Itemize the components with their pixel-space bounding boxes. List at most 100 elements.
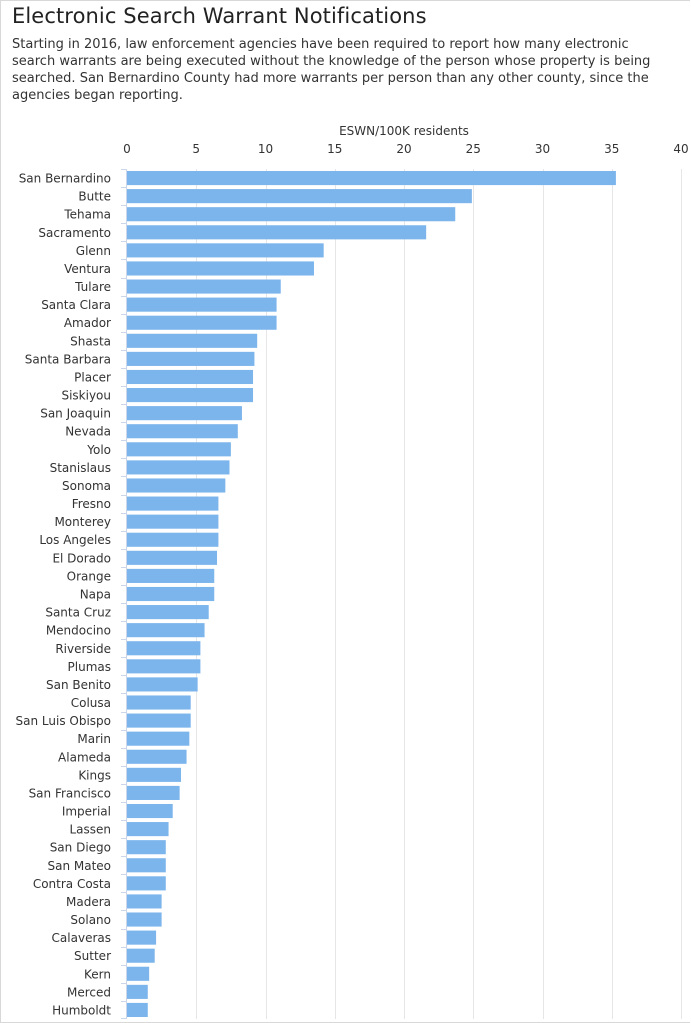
bar <box>127 695 191 710</box>
category-label: Imperial <box>62 805 111 819</box>
bar <box>127 731 190 746</box>
bar <box>127 568 215 583</box>
category-label: Fresno <box>72 497 111 511</box>
category-label: San Mateo <box>47 859 111 873</box>
bar <box>127 948 155 963</box>
bar <box>127 623 205 638</box>
category-label: Madera <box>66 895 111 909</box>
category-label: San Bernardino <box>19 172 111 186</box>
bar <box>127 749 187 764</box>
category-label: Santa Clara <box>41 298 111 312</box>
bar <box>127 876 166 891</box>
category-label: Orange <box>67 569 111 583</box>
category-label: Sacramento <box>38 226 111 240</box>
x-tick-label: 0 <box>123 142 131 156</box>
x-tick-label: 10 <box>258 142 273 156</box>
x-tick-label: 25 <box>466 142 481 156</box>
x-tick-label: 20 <box>396 142 411 156</box>
bar <box>127 677 198 692</box>
bar <box>127 514 219 529</box>
bar <box>127 315 277 330</box>
category-label: Tehama <box>63 208 111 222</box>
category-label: Solano <box>70 913 111 927</box>
category-label: Marin <box>77 732 111 746</box>
category-label: Placer <box>74 370 111 384</box>
bar <box>127 424 238 439</box>
bar <box>127 261 314 276</box>
category-label: Sutter <box>74 949 111 963</box>
x-tick-label: 40 <box>673 142 688 156</box>
category-label: Mendocino <box>46 624 111 638</box>
bar <box>127 207 456 222</box>
x-tick-label: 35 <box>604 142 619 156</box>
category-label: Nevada <box>65 425 111 439</box>
category-label: Amador <box>64 316 111 330</box>
bar <box>127 912 162 927</box>
category-label: Humboldt <box>52 1003 111 1017</box>
category-label: Santa Barbara <box>25 352 111 366</box>
bar <box>127 803 173 819</box>
bar <box>127 170 616 186</box>
category-label: Los Angeles <box>39 533 111 547</box>
bar <box>127 225 427 240</box>
bar <box>127 189 472 204</box>
bar <box>127 894 162 909</box>
bar <box>127 460 230 475</box>
bar <box>127 767 182 782</box>
bar <box>127 822 169 837</box>
x-tick-label: 15 <box>327 142 342 156</box>
category-label: Colusa <box>71 696 111 710</box>
bar <box>127 478 226 493</box>
x-tick-label: 5 <box>192 142 200 156</box>
bar <box>127 840 166 855</box>
category-label: San Benito <box>46 678 111 692</box>
bar <box>127 550 218 565</box>
bar <box>127 586 215 602</box>
bar <box>127 641 201 656</box>
bar <box>127 333 258 348</box>
x-axis-title: ESWN/100K residents <box>339 124 469 138</box>
category-label: Siskiyou <box>61 389 111 403</box>
category-label: Riverside <box>55 642 111 656</box>
bar <box>127 243 324 258</box>
bar <box>127 984 148 999</box>
bar <box>127 713 191 728</box>
category-label: Sonoma <box>62 479 111 493</box>
bar <box>127 496 219 511</box>
category-label: Kings <box>78 768 111 782</box>
chart-subtitle: Starting in 2016, law enforcement agenci… <box>12 37 651 103</box>
category-label: San Luis Obispo <box>16 714 111 728</box>
bar <box>127 659 201 674</box>
bar <box>127 369 254 385</box>
category-label: Stanislaus <box>50 461 111 475</box>
category-label: Tulare <box>74 280 111 294</box>
bar <box>127 605 209 620</box>
bar <box>127 351 255 366</box>
x-tick-label: 30 <box>535 142 550 156</box>
category-label: Contra Costa <box>33 877 111 891</box>
category-label: San Diego <box>50 841 111 855</box>
bar <box>127 930 157 945</box>
category-label: Napa <box>80 588 111 602</box>
bar <box>127 966 150 981</box>
chart-title: Electronic Search Warrant Notifications <box>12 4 427 28</box>
category-label: San Francisco <box>29 786 111 800</box>
category-label: Shasta <box>70 334 111 348</box>
category-label: Yolo <box>86 443 111 457</box>
category-label: Butte <box>78 190 111 204</box>
category-label: Lassen <box>69 823 111 837</box>
category-label: Plumas <box>68 660 111 674</box>
category-label: Glenn <box>76 244 111 258</box>
bar <box>127 406 242 421</box>
category-label: Ventura <box>64 262 111 276</box>
bar <box>127 532 219 547</box>
bar <box>127 279 281 294</box>
category-label: Kern <box>84 967 111 981</box>
category-label: Monterey <box>54 515 111 529</box>
bar <box>127 388 254 403</box>
bar <box>127 442 231 457</box>
category-label: Alameda <box>58 750 111 764</box>
bar <box>127 297 277 312</box>
category-label: Merced <box>67 985 111 999</box>
